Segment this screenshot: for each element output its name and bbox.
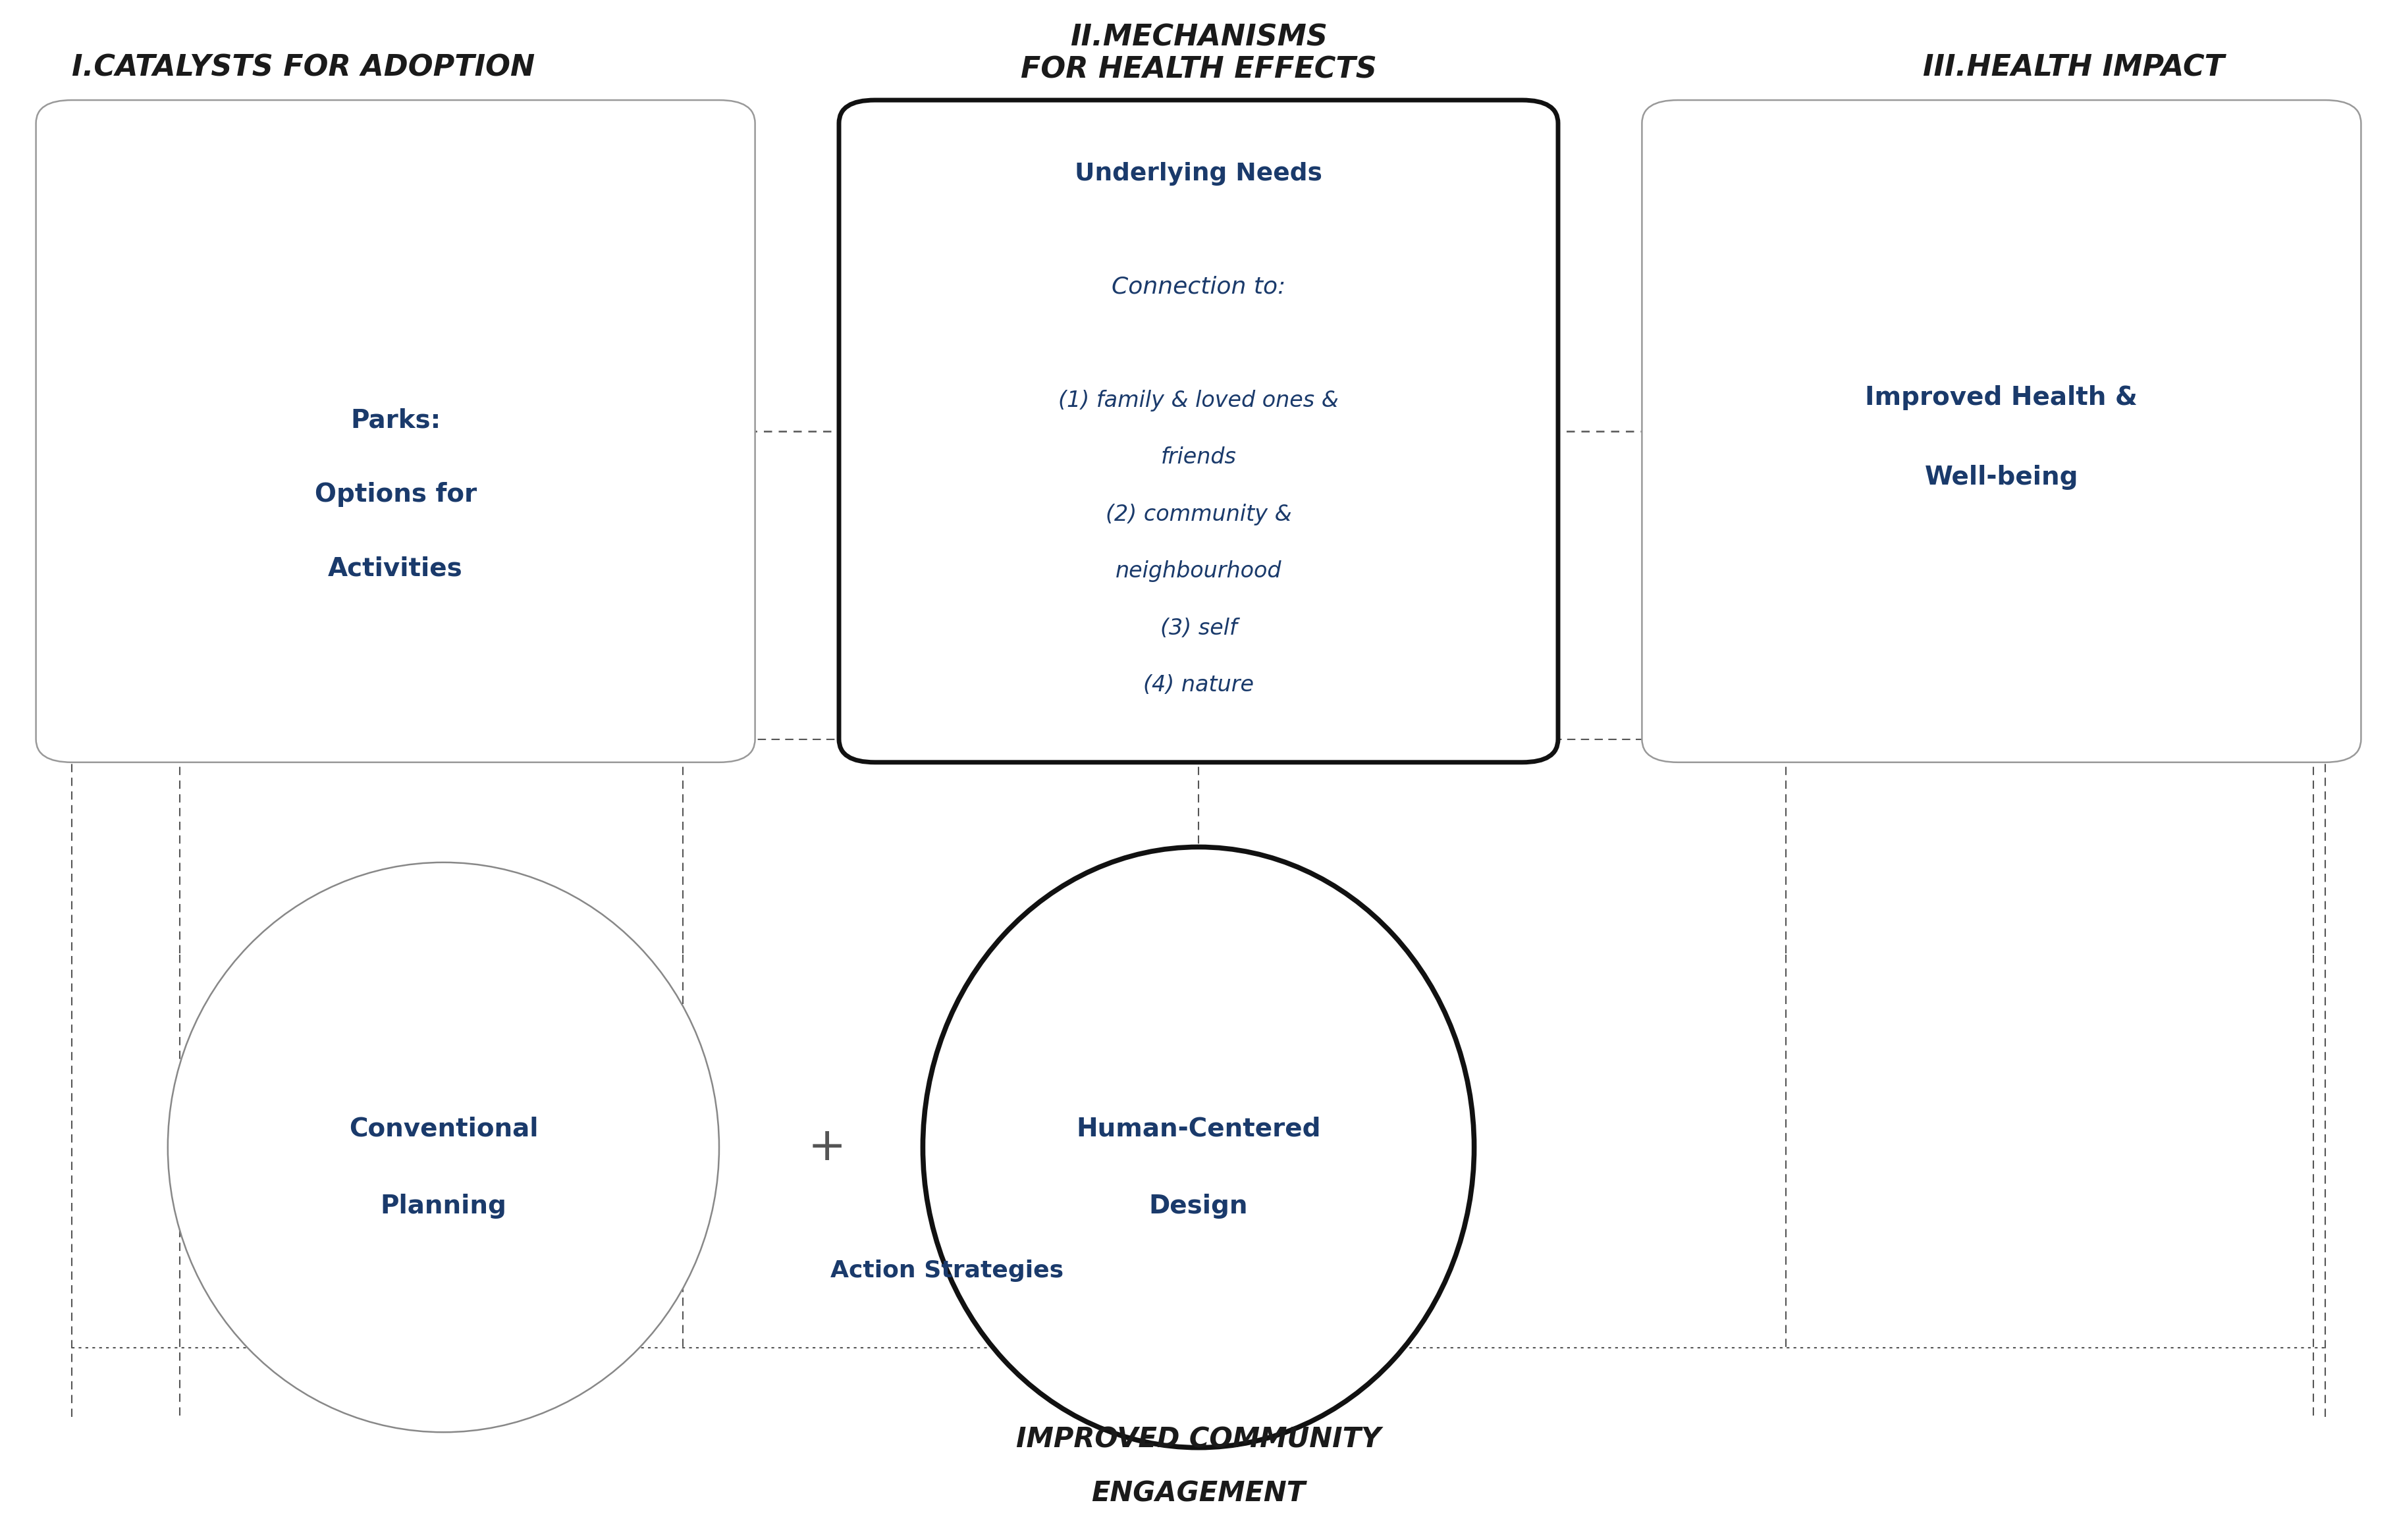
Text: Improved Health &: Improved Health &	[1865, 385, 2138, 410]
Text: Planning: Planning	[381, 1194, 506, 1218]
Text: II.MECHANISMS
FOR HEALTH EFFECTS: II.MECHANISMS FOR HEALTH EFFECTS	[1021, 23, 1376, 85]
Text: Well-being: Well-being	[1925, 465, 2078, 490]
Text: Activities: Activities	[328, 556, 463, 581]
Text: (3) self: (3) self	[1160, 618, 1237, 639]
Text: +: +	[808, 1126, 846, 1169]
Text: Connection to:: Connection to:	[1112, 276, 1285, 299]
Text: friends: friends	[1160, 447, 1237, 468]
FancyBboxPatch shape	[839, 100, 1558, 762]
Text: Action Strategies: Action Strategies	[829, 1260, 1064, 1281]
Ellipse shape	[923, 847, 1474, 1448]
Ellipse shape	[168, 862, 719, 1432]
Text: I.CATALYSTS FOR ADOPTION: I.CATALYSTS FOR ADOPTION	[72, 54, 535, 82]
Text: neighbourhood: neighbourhood	[1115, 561, 1282, 582]
Text: (2) community &: (2) community &	[1105, 504, 1292, 525]
Text: Design: Design	[1148, 1194, 1249, 1218]
Text: Human-Centered: Human-Centered	[1076, 1116, 1321, 1141]
Text: (4) nature: (4) nature	[1143, 675, 1254, 696]
Text: (1) family & loved ones &: (1) family & loved ones &	[1059, 390, 1338, 411]
FancyBboxPatch shape	[1642, 100, 2361, 762]
Text: III.HEALTH IMPACT: III.HEALTH IMPACT	[1922, 54, 2224, 82]
Text: IMPROVED COMMUNITY: IMPROVED COMMUNITY	[1016, 1426, 1381, 1454]
Text: ENGAGEMENT: ENGAGEMENT	[1091, 1480, 1306, 1508]
Text: Parks:: Parks:	[350, 408, 441, 433]
Text: Options for: Options for	[314, 482, 477, 507]
Text: Underlying Needs: Underlying Needs	[1074, 162, 1323, 185]
FancyBboxPatch shape	[36, 100, 755, 762]
Text: Conventional: Conventional	[350, 1116, 537, 1141]
